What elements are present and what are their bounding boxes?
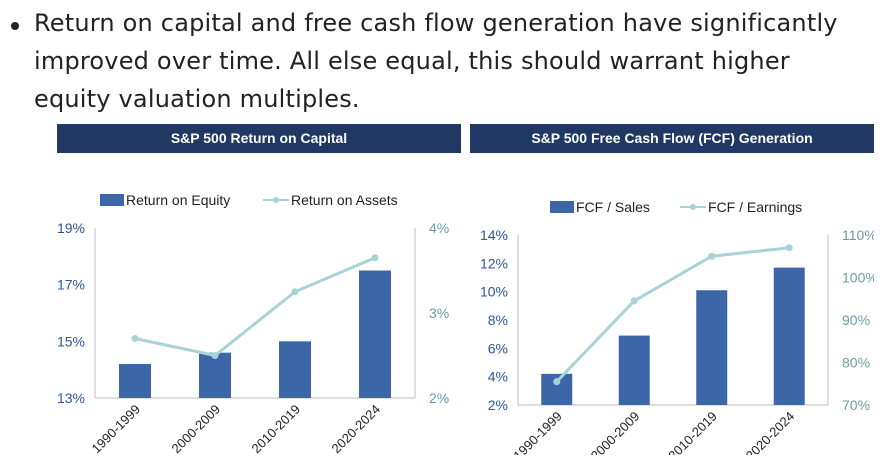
fcf-legend-bar-swatch [550, 201, 574, 213]
fcf-chart-panel: S&P 500 Free Cash Flow (FCF) Generation … [470, 124, 878, 459]
fcf-line-point-2020-2024 [785, 244, 793, 252]
roc-line-point-2000-2009 [211, 352, 219, 359]
fcf-line-point-2010-2019 [708, 252, 716, 260]
fcf-chart: FCF / Sales FCF / Earnings 2% 4% 6% 8% 10% 12% 1… [480, 199, 878, 459]
fcf-legend-bar-label: FCF / Sales [576, 199, 650, 215]
fcf-left-tick-label: 2% [488, 397, 508, 413]
roc-legend-bar-swatch [100, 194, 124, 206]
bullet-text: Return on capital and free cash flow gen… [34, 9, 838, 113]
roc-line-point-2020-2024 [371, 254, 379, 262]
fcf-x-tick-label: 2010-2019 [665, 409, 720, 455]
roc-left-tick-label: 17% [57, 277, 85, 293]
roc-x-tick-label: 1990-1999 [89, 402, 144, 455]
roc-bar-2010-2019 [279, 341, 311, 398]
roc-line-series [134, 256, 376, 358]
roc-x-tick-label: 2020-2024 [329, 402, 384, 455]
roc-right-tick-label: 4% [429, 220, 449, 236]
roc-line-point-1990-1999 [131, 335, 139, 342]
fcf-legend-line-marker [690, 204, 696, 210]
roc-x-tick-label: 2000-2009 [169, 402, 224, 455]
fcf-left-tick-label: 12% [480, 255, 508, 271]
roc-bar-2000-2009 [199, 352, 231, 398]
fcf-right-tick-label: 90% [842, 312, 870, 328]
fcf-legend-line-label: FCF / Earnings [708, 199, 802, 215]
fcf-right-tick-label: 110% [842, 227, 874, 243]
roc-x-tick-label: 2010-2019 [249, 402, 304, 455]
roc-left-tick-label: 15% [57, 333, 85, 349]
fcf-right-tick-label: 100% [842, 270, 874, 286]
roc-line-point-2010-2019 [291, 288, 299, 296]
roc-chart-panel: S&P 500 Return on Capital Return on Equi… [57, 124, 461, 459]
fcf-left-tick-label: 8% [488, 312, 508, 328]
roc-chart: Return on Equity Return on Assets 13% 15% 17… [57, 192, 449, 456]
roc-chart-title: S&P 500 Return on Capital [57, 124, 461, 153]
fcf-legend: FCF / Sales FCF / Earnings [550, 199, 802, 215]
roc-legend-line-marker [273, 197, 279, 203]
roc-legend-bar-label: Return on Equity [126, 192, 230, 208]
fcf-right-tick-label: 80% [842, 355, 870, 371]
roc-left-tick-label: 13% [57, 390, 85, 406]
fcf-left-tick-label: 14% [480, 227, 508, 243]
fcf-x-tick-label: 1990-1999 [510, 409, 565, 455]
fcf-bar-2000-2009 [618, 335, 650, 405]
fcf-left-tick-label: 10% [480, 284, 508, 300]
roc-legend: Return on Equity Return on Assets [100, 192, 398, 208]
fcf-left-tick-label: 6% [488, 340, 508, 356]
bullet-dot-icon [11, 22, 19, 30]
roc-right-tick-label: 2% [429, 390, 449, 406]
roc-legend-line-label: Return on Assets [291, 192, 398, 208]
fcf-right-tick-label: 70% [842, 397, 870, 413]
roc-right-tick-label: 3% [429, 305, 449, 321]
fcf-chart-title: S&P 500 Free Cash Flow (FCF) Generation [470, 124, 874, 153]
roc-bar-1990-1999 [119, 364, 151, 398]
fcf-line-point-2000-2009 [630, 297, 638, 305]
fcf-bar-2020-2024 [773, 267, 805, 405]
fcf-bar-2010-2019 [696, 290, 728, 405]
fcf-x-tick-label: 2000-2009 [588, 409, 643, 455]
fcf-left-tick-label: 4% [488, 369, 508, 385]
fcf-line-series [555, 246, 790, 383]
fcf-line-point-1990-1999 [553, 378, 561, 386]
fcf-x-tick-label: 2020-2024 [743, 409, 798, 455]
roc-left-tick-label: 19% [57, 220, 85, 236]
roc-bar-2020-2024 [359, 270, 391, 398]
